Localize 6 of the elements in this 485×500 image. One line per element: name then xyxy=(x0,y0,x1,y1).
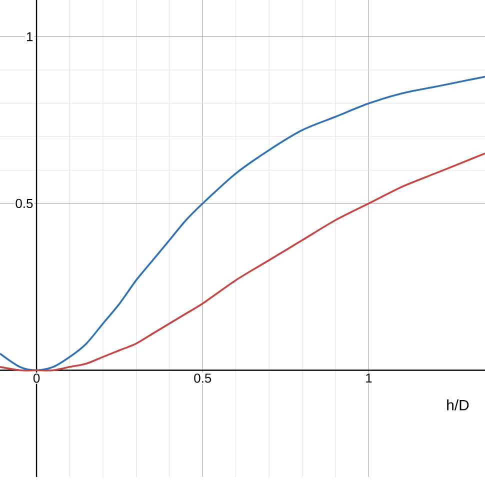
x-tick-label: 0.5 xyxy=(194,374,212,383)
x-tick-label: 0 xyxy=(33,374,40,383)
x-axis-title: h/D xyxy=(447,399,469,410)
line-series xyxy=(0,76,485,372)
line-series xyxy=(0,152,485,372)
x-tick-label: 1 xyxy=(366,374,372,382)
